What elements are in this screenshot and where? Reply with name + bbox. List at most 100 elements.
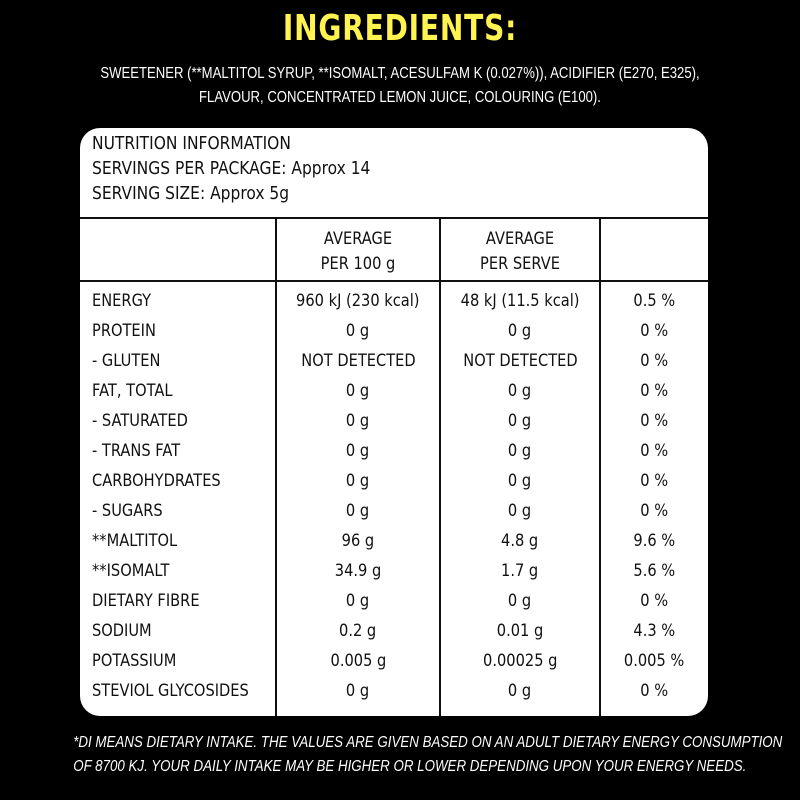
value-per-serve: 0.01 g (440, 616, 600, 646)
table-row: **MALTITOL 96 g 4.8 g 9.6 % (80, 526, 708, 556)
value-per-100g: 0 g (276, 676, 440, 706)
nutrient-name: POTASSIUM (92, 651, 177, 671)
value-di-percent: 0 % (600, 586, 708, 616)
value-di-percent: 0.005 % (600, 646, 708, 676)
value-per-100g: 0 g (276, 586, 440, 616)
column-divider (439, 219, 441, 716)
column-header-per-serve: AVERAGE PER SERVE (441, 227, 599, 277)
value-per-100g: 0 g (276, 436, 440, 466)
value-per-100g: 0 g (276, 376, 440, 406)
table-row: - SATURATED 0 g 0 g 0 % (80, 406, 708, 436)
value-per-100g: 0 g (276, 466, 440, 496)
value-text: 0 g (346, 381, 370, 401)
value-text: 0 % (640, 591, 668, 611)
divider (80, 280, 708, 282)
value-per-100g: 0 g (276, 316, 440, 346)
value-per-100g: 34.9 g (276, 556, 440, 586)
value-text: 5.6 % (633, 561, 675, 581)
column-divider (599, 219, 601, 716)
value-text: 0 g (508, 381, 532, 401)
table-row: CARBOHYDRATES 0 g 0 g 0 % (80, 466, 708, 496)
column-header-per-100g: AVERAGE PER 100 g (277, 227, 439, 277)
table-row: STEVIOL GLYCOSIDES 0 g 0 g 0 % (80, 676, 708, 706)
column-header-line: AVERAGE (485, 229, 555, 249)
value-di-percent: 0 % (600, 316, 708, 346)
value-per-serve: 0.00025 g (440, 646, 600, 676)
servings-per-package: SERVINGS PER PACKAGE: Approx 14 (92, 158, 371, 179)
value-text: 0 % (640, 411, 668, 431)
nutrient-name: - TRANS FAT (92, 441, 181, 461)
value-text: NOT DETECTED (300, 351, 416, 371)
value-text: 0 g (346, 441, 370, 461)
value-text: 0 g (508, 471, 532, 491)
divider (80, 217, 708, 219)
nutrient-name: - GLUTEN (92, 351, 161, 371)
column-header-line: AVERAGE (323, 229, 393, 249)
value-text: 0 % (640, 681, 668, 701)
table-row: - SUGARS 0 g 0 g 0 % (80, 496, 708, 526)
value-text: 0 g (508, 441, 532, 461)
value-text: 4.3 % (633, 621, 675, 641)
value-text: 0 % (640, 351, 668, 371)
value-text: 0 % (640, 501, 668, 521)
value-per-serve: 0 g (440, 676, 600, 706)
value-text: 0.5 % (633, 291, 675, 311)
value-text: 960 kJ (230 kcal) (296, 291, 420, 311)
value-text: 48 kJ (11.5 kcal) (460, 291, 580, 311)
nutrient-name: SODIUM (92, 621, 152, 641)
ingredients-title: INGREDIENTS: (282, 8, 518, 49)
value-di-percent: 0 % (600, 376, 708, 406)
value-text: 0 g (346, 681, 370, 701)
value-per-serve: 1.7 g (440, 556, 600, 586)
value-per-serve: 0 g (440, 376, 600, 406)
value-text: 0 g (346, 321, 370, 341)
value-di-percent: 0 % (600, 406, 708, 436)
value-text: 0.00025 g (482, 651, 558, 671)
value-per-serve: 48 kJ (11.5 kcal) (440, 286, 600, 316)
nutrition-heading: NUTRITION INFORMATION (92, 133, 291, 154)
value-text: 0.005 % (623, 651, 685, 671)
value-text: 0 g (346, 591, 370, 611)
value-per-100g: 96 g (276, 526, 440, 556)
value-text: 0 g (346, 471, 370, 491)
column-divider (275, 219, 277, 716)
ingredients-text: SWEETENER (**MALTITOL SYRUP, **ISOMALT, … (20, 62, 780, 110)
nutrient-name: STEVIOL GLYCOSIDES (92, 681, 249, 701)
value-di-percent: 0 % (600, 676, 708, 706)
column-header-line: PER 100 g (320, 254, 396, 274)
table-row: - GLUTEN NOT DETECTED NOT DETECTED 0 % (80, 346, 708, 376)
value-di-percent: 5.6 % (600, 556, 708, 586)
value-di-percent: 0 % (600, 346, 708, 376)
value-text: 0 g (508, 411, 532, 431)
table-row: POTASSIUM 0.005 g 0.00025 g 0.005 % (80, 646, 708, 676)
value-per-serve: NOT DETECTED (440, 346, 600, 376)
value-per-100g: NOT DETECTED (276, 346, 440, 376)
value-di-percent: 9.6 % (600, 526, 708, 556)
value-text: 0 g (346, 411, 370, 431)
nutrient-name: PROTEIN (92, 321, 156, 341)
nutrient-name: FAT, TOTAL (92, 381, 173, 401)
nutrient-name: ENERGY (92, 291, 152, 311)
value-text: 1.7 g (501, 561, 539, 581)
value-text: 0 % (640, 381, 668, 401)
value-text: 9.6 % (633, 531, 675, 551)
ingredients-line-2: FLAVOUR, CONCENTRATED LEMON JUICE, COLOU… (199, 89, 601, 106)
nutrient-name: CARBOHYDRATES (92, 471, 221, 491)
value-per-serve: 4.8 g (440, 526, 600, 556)
table-row: FAT, TOTAL 0 g 0 g 0 % (80, 376, 708, 406)
column-header-line: PER SERVE (480, 254, 560, 274)
nutrient-name: - SUGARS (92, 501, 163, 521)
table-row: SODIUM 0.2 g 0.01 g 4.3 % (80, 616, 708, 646)
value-di-percent: 0.5 % (600, 286, 708, 316)
footnote-line-2: OF 8700 KJ. YOUR DAILY INTAKE MAY BE HIG… (73, 758, 747, 775)
value-text: 4.8 g (501, 531, 539, 551)
table-row: - TRANS FAT 0 g 0 g 0 % (80, 436, 708, 466)
value-text: 0 % (640, 441, 668, 461)
table-row: ENERGY 960 kJ (230 kcal) 48 kJ (11.5 kcal)… (80, 286, 708, 316)
value-text: 0 g (508, 321, 532, 341)
footnote-line-1: *DI MEANS DIETARY INTAKE. THE VALUES ARE… (73, 734, 783, 751)
value-per-serve: 0 g (440, 466, 600, 496)
nutrient-name: **MALTITOL (92, 531, 178, 551)
nutrient-name: **ISOMALT (92, 561, 170, 581)
value-text: NOT DETECTED (462, 351, 578, 371)
